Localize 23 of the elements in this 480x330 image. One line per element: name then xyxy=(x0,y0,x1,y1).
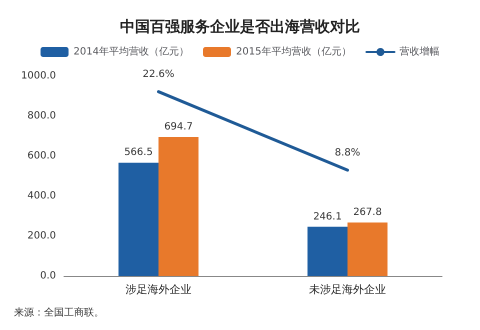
data-label: 22.6% xyxy=(142,69,174,80)
bar xyxy=(348,222,388,276)
bar xyxy=(308,226,348,276)
y-tick-label: 400.0 xyxy=(27,190,56,202)
y-tick-label: 1000.0 xyxy=(21,70,56,82)
data-label: 246.1 xyxy=(313,211,342,222)
bar xyxy=(158,137,198,276)
x-tick-label: 涉足海外企业 xyxy=(126,283,192,296)
data-label: 694.7 xyxy=(164,122,193,133)
data-label: 267.8 xyxy=(353,206,382,218)
y-tick-label: 0.0 xyxy=(40,270,56,282)
legend-label: 营收增幅 xyxy=(399,46,440,58)
y-tick-label: 600.0 xyxy=(27,150,56,162)
y-tick-label: 200.0 xyxy=(27,230,56,242)
legend-label: 2015年平均营收（亿元） xyxy=(236,46,352,58)
chart-title: 中国百强服务企业是否出海营收对比 xyxy=(120,18,360,36)
x-tick-label: 未涉足海外企业 xyxy=(309,283,386,296)
data-label: 8.8% xyxy=(334,148,360,159)
legend-label: 2014年平均营收（亿元） xyxy=(74,46,190,58)
data-label: 566.5 xyxy=(124,147,153,158)
y-tick-label: 800.0 xyxy=(27,110,56,122)
bar xyxy=(118,162,158,276)
source-note: 来源：全国工商联。 xyxy=(14,306,104,318)
